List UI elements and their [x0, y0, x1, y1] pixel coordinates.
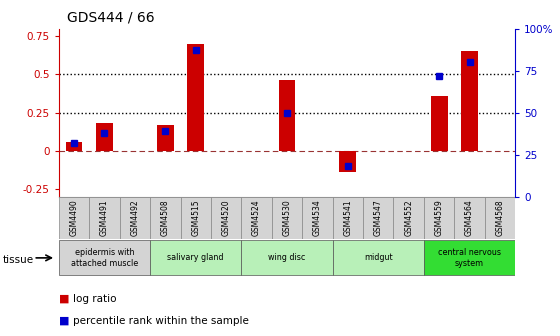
Text: GSM4492: GSM4492 [130, 199, 139, 236]
Text: GSM4559: GSM4559 [435, 199, 444, 236]
Text: GSM4508: GSM4508 [161, 199, 170, 236]
FancyBboxPatch shape [333, 197, 363, 239]
Bar [339, 151, 356, 172]
Bar [96, 123, 113, 151]
Bar [188, 44, 204, 151]
Text: GSM4541: GSM4541 [343, 199, 352, 236]
Text: GSM4524: GSM4524 [252, 199, 261, 236]
Text: salivary gland: salivary gland [167, 253, 224, 262]
FancyBboxPatch shape [89, 197, 120, 239]
Text: GSM4491: GSM4491 [100, 199, 109, 236]
Text: GSM4515: GSM4515 [191, 199, 200, 236]
Text: ■: ■ [59, 294, 69, 304]
FancyBboxPatch shape [120, 197, 150, 239]
FancyBboxPatch shape [363, 197, 394, 239]
Text: GSM4552: GSM4552 [404, 199, 413, 236]
FancyBboxPatch shape [241, 241, 333, 275]
FancyBboxPatch shape [59, 197, 89, 239]
Text: GSM4564: GSM4564 [465, 199, 474, 236]
FancyBboxPatch shape [59, 241, 150, 275]
Text: GSM4534: GSM4534 [313, 199, 322, 236]
Text: GSM4490: GSM4490 [69, 199, 78, 236]
Text: GDS444 / 66: GDS444 / 66 [67, 11, 155, 25]
Text: GSM4530: GSM4530 [282, 199, 292, 236]
Text: percentile rank within the sample: percentile rank within the sample [73, 316, 249, 326]
Text: GSM4547: GSM4547 [374, 199, 383, 236]
Bar [66, 141, 82, 151]
FancyBboxPatch shape [485, 197, 515, 239]
FancyBboxPatch shape [150, 197, 180, 239]
Text: log ratio: log ratio [73, 294, 116, 304]
FancyBboxPatch shape [150, 241, 241, 275]
Bar [461, 51, 478, 151]
Bar [279, 81, 295, 151]
FancyBboxPatch shape [424, 241, 515, 275]
FancyBboxPatch shape [211, 197, 241, 239]
FancyBboxPatch shape [302, 197, 333, 239]
Text: central nervous
system: central nervous system [438, 248, 501, 267]
FancyBboxPatch shape [394, 197, 424, 239]
Text: tissue: tissue [3, 255, 34, 265]
Text: midgut: midgut [364, 253, 393, 262]
FancyBboxPatch shape [424, 197, 454, 239]
Text: GSM4520: GSM4520 [222, 199, 231, 236]
FancyBboxPatch shape [241, 197, 272, 239]
Text: GSM4568: GSM4568 [496, 199, 505, 236]
Text: wing disc: wing disc [268, 253, 306, 262]
Text: ■: ■ [59, 316, 69, 326]
Text: epidermis with
attached muscle: epidermis with attached muscle [71, 248, 138, 267]
FancyBboxPatch shape [454, 197, 485, 239]
FancyBboxPatch shape [333, 241, 424, 275]
Bar [157, 125, 174, 151]
FancyBboxPatch shape [272, 197, 302, 239]
Bar [431, 96, 447, 151]
FancyBboxPatch shape [180, 197, 211, 239]
